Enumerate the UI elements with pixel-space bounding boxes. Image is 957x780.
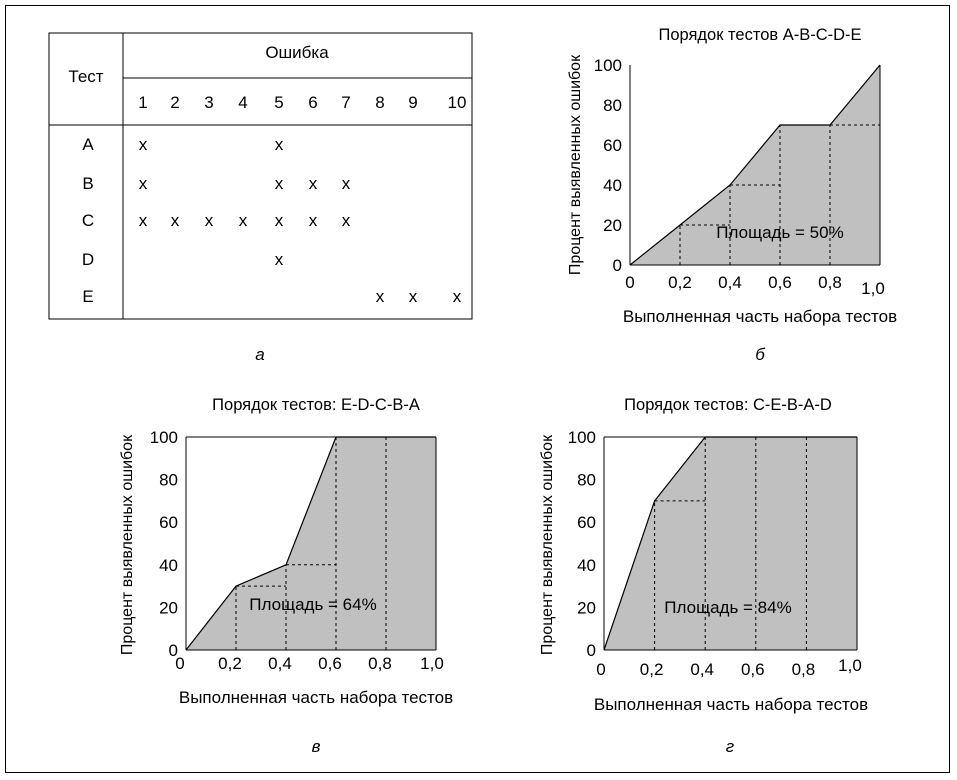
chart-x-label: Выполненная часть набора тестов <box>594 695 868 714</box>
table-mark: x <box>309 174 318 193</box>
chart-x-tick-label: 0,4 <box>268 654 292 673</box>
chart-y-tick-label: 60 <box>603 136 622 155</box>
chart-y-tick-label: 80 <box>603 96 622 115</box>
chart-y-tick-label: 100 <box>568 428 596 447</box>
chart-y-tick-label: 0 <box>613 256 622 275</box>
chart-y-tick-label: 0 <box>169 641 178 660</box>
table-mark: x <box>309 211 318 230</box>
table-mark: x <box>139 135 148 154</box>
chart-x-tick-label: 0,6 <box>768 273 792 292</box>
chart-title: Порядок тестов: C-E-B-A-D <box>624 396 832 414</box>
chart-x-label: Выполненная часть набора тестов <box>623 307 897 326</box>
chart-caption: б <box>755 345 766 364</box>
table-mark: x <box>409 287 418 306</box>
table-mark: x <box>139 211 148 230</box>
chart-caption: г <box>726 737 734 756</box>
chart-curve <box>629 64 881 266</box>
chart-x-label: Выполненная часть набора тестов <box>179 688 453 707</box>
table-mark: x <box>205 211 214 230</box>
chart-area-fill <box>604 437 857 650</box>
chart-title: Порядок тестов A-B-C-D-E <box>658 26 861 44</box>
chart-x-tick-label: 0,6 <box>318 654 342 673</box>
chart-x-tick-label: 1,0 <box>838 656 862 675</box>
chart-y-tick-label: 0 <box>587 641 596 660</box>
chart-title: Порядок тестов: E-D-C-B-A <box>212 396 420 414</box>
chart-y-tick-label: 20 <box>159 598 178 617</box>
table-mark: x <box>342 211 351 230</box>
chart-y-tick-label: 80 <box>577 471 596 490</box>
table-mark: x <box>342 174 351 193</box>
chart-y-tick-label: 60 <box>159 513 178 532</box>
chart-x-tick-label: 0,2 <box>640 660 664 679</box>
chart-x-tick-label: 0,4 <box>690 660 714 679</box>
chart-x-tick-label: 0,4 <box>718 273 742 292</box>
table-grid <box>48 32 473 320</box>
table-column-header: 5 <box>274 93 283 112</box>
table-column-header: 9 <box>408 93 417 112</box>
table-mark: x <box>453 287 462 306</box>
table-column-header: 2 <box>170 93 179 112</box>
table-header-error: Ошибка <box>265 43 329 62</box>
table-row-label: B <box>82 174 93 193</box>
table-mark: x <box>275 174 284 193</box>
table-row-label: E <box>82 287 93 306</box>
chart-x-tick-label: 0,2 <box>668 273 692 292</box>
table-column-header: 6 <box>308 93 317 112</box>
chart-area-annotation: Площадь = 50% <box>716 223 843 242</box>
figure-frame <box>5 5 950 773</box>
chart-x-tick-label: 0,6 <box>741 660 765 679</box>
chart-y-tick-label: 40 <box>603 176 622 195</box>
chart-y-tick-label: 80 <box>159 471 178 490</box>
chart-x-tick-label: 0,2 <box>218 654 242 673</box>
chart-y-tick-label: 60 <box>577 513 596 532</box>
table-row-label: A <box>82 135 94 154</box>
chart-area-annotation: Площадь = 84% <box>664 598 791 617</box>
table-caption: а <box>255 345 264 364</box>
table-mark: x <box>275 250 284 269</box>
table-column-header: 1 <box>138 93 147 112</box>
chart-x-tick-label: 0,8 <box>818 273 842 292</box>
chart-x-tick-label: 0 <box>625 273 634 292</box>
chart-area-fill <box>186 437 436 650</box>
chart-y-label: Процент выявленных ошибок <box>539 434 556 655</box>
table-column-header: 7 <box>341 93 350 112</box>
chart-x-tick-label: 0,8 <box>368 654 392 673</box>
chart-y-tick-label: 100 <box>594 56 622 75</box>
table-column-headers: 1 2 3 4 5 6 7 8 9 10 <box>138 93 466 112</box>
table-mark: x <box>275 211 284 230</box>
table-column-header: 3 <box>204 93 213 112</box>
table-mark: x <box>139 174 148 193</box>
table-mark: x <box>239 211 248 230</box>
table-mark: x <box>275 135 284 154</box>
chart-y-label: Процент выявленных ошибок <box>119 434 136 655</box>
chart-area-annotation: Площадь = 64% <box>249 595 376 614</box>
chart-y-tick-label: 100 <box>150 428 178 447</box>
table-column-header: 4 <box>238 93 247 112</box>
chart-x-tick-label: 1,0 <box>861 279 885 298</box>
chart-x-tick-label: 1,0 <box>420 654 444 673</box>
chart-y-tick-label: 20 <box>577 598 596 617</box>
chart-y-tick-label: 40 <box>577 556 596 575</box>
table-column-header: 10 <box>448 93 467 112</box>
chart-caption: в <box>312 737 321 756</box>
table-row-label: C <box>82 211 94 230</box>
chart-y-label: Процент выявленных ошибок <box>567 54 584 275</box>
table-mark: x <box>171 211 180 230</box>
chart-y-tick-label: 40 <box>159 556 178 575</box>
table-column-header: 8 <box>375 93 384 112</box>
chart-x-tick-label: 0 <box>175 654 184 673</box>
table-row-label: D <box>82 250 94 269</box>
table-header-test: Тест <box>68 67 103 86</box>
table-mark: x <box>376 287 385 306</box>
chart-x-tick-label: 0 <box>596 660 605 679</box>
chart-y-tick-label: 20 <box>603 216 622 235</box>
chart-x-tick-label: 0,8 <box>792 660 816 679</box>
